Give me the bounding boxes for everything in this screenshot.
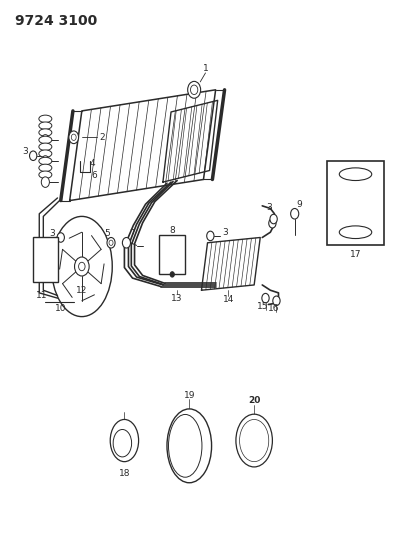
Text: 3: 3: [266, 203, 272, 212]
Text: 3: 3: [222, 228, 228, 237]
Ellipse shape: [110, 419, 139, 462]
Circle shape: [207, 231, 214, 241]
Text: 3: 3: [49, 229, 55, 238]
Circle shape: [270, 214, 277, 224]
Text: 11: 11: [35, 291, 47, 300]
Ellipse shape: [113, 430, 132, 457]
Text: 9: 9: [296, 200, 302, 209]
Bar: [33, 238, 58, 282]
Bar: [327, 161, 384, 245]
Circle shape: [30, 151, 37, 160]
Text: 14: 14: [222, 295, 234, 304]
Ellipse shape: [39, 143, 52, 150]
Circle shape: [74, 257, 89, 276]
Text: 12: 12: [76, 286, 88, 295]
Text: 19: 19: [184, 391, 195, 400]
Circle shape: [41, 156, 49, 166]
Ellipse shape: [39, 157, 52, 165]
Text: 1: 1: [203, 64, 209, 73]
Circle shape: [57, 233, 65, 242]
Text: 8: 8: [169, 226, 175, 235]
Ellipse shape: [39, 115, 52, 123]
Ellipse shape: [236, 414, 272, 467]
Ellipse shape: [248, 431, 261, 450]
Circle shape: [122, 238, 131, 248]
Text: 9724 3100: 9724 3100: [15, 14, 97, 28]
Text: 13: 13: [171, 294, 183, 303]
Text: 2: 2: [99, 133, 105, 142]
Circle shape: [273, 296, 280, 305]
Text: 6: 6: [91, 171, 97, 180]
Text: 15: 15: [257, 302, 268, 311]
Ellipse shape: [240, 419, 269, 462]
Text: 7: 7: [129, 229, 135, 238]
Text: 3: 3: [22, 147, 28, 156]
Circle shape: [41, 177, 49, 188]
Ellipse shape: [339, 226, 372, 239]
Ellipse shape: [51, 216, 112, 317]
Ellipse shape: [242, 423, 266, 458]
Ellipse shape: [39, 164, 52, 172]
Circle shape: [188, 82, 201, 98]
Ellipse shape: [39, 136, 52, 143]
Ellipse shape: [339, 168, 372, 181]
Circle shape: [291, 208, 299, 219]
Text: 17: 17: [350, 251, 361, 260]
Text: 5: 5: [104, 229, 110, 238]
Text: 4: 4: [89, 159, 95, 168]
Circle shape: [107, 238, 115, 248]
Circle shape: [269, 219, 276, 228]
Ellipse shape: [167, 409, 212, 483]
Circle shape: [191, 85, 198, 94]
Ellipse shape: [39, 122, 52, 130]
Circle shape: [170, 272, 174, 277]
Text: 18: 18: [119, 469, 130, 478]
Ellipse shape: [39, 150, 52, 157]
Circle shape: [262, 293, 269, 303]
Ellipse shape: [39, 129, 52, 136]
Circle shape: [109, 240, 113, 245]
Ellipse shape: [169, 415, 202, 477]
Ellipse shape: [39, 171, 52, 179]
Text: 10: 10: [55, 304, 67, 313]
Circle shape: [41, 135, 49, 145]
Text: 16: 16: [268, 304, 279, 313]
Circle shape: [69, 131, 79, 143]
Text: 20: 20: [248, 397, 260, 406]
Bar: [159, 235, 185, 274]
Circle shape: [71, 134, 76, 140]
Circle shape: [79, 262, 85, 271]
